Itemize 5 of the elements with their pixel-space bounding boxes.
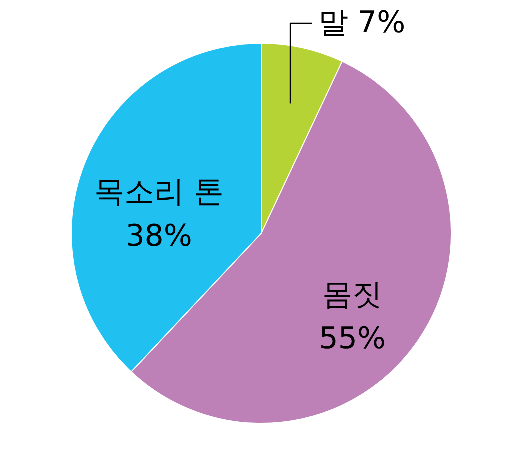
- data-label: 55%: [319, 321, 386, 356]
- slice-label: 말 7%: [318, 6, 406, 40]
- slice-label: 목소리 톤: [94, 174, 224, 210]
- slice-label: 몸짓: [322, 277, 383, 312]
- data-label: 38%: [126, 218, 192, 254]
